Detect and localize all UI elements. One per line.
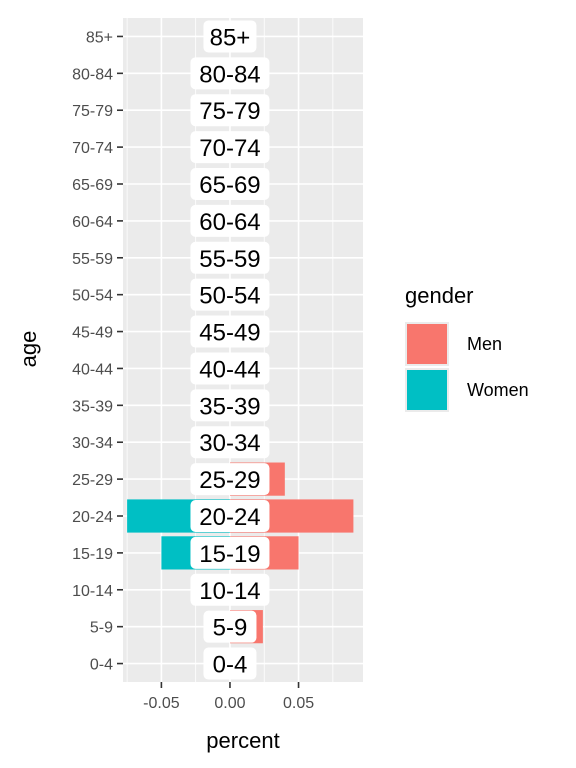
center-label: 50-54 — [199, 283, 260, 310]
y-tick-label: 15-19 — [72, 546, 113, 563]
y-tick-label: 40-44 — [72, 361, 113, 378]
y-tick-label: 45-49 — [72, 325, 113, 342]
center-label: 0-4 — [213, 652, 248, 679]
y-tick-label: 35-39 — [72, 398, 113, 415]
center-label: 70-74 — [199, 135, 260, 162]
center-label-box — [190, 241, 270, 274]
x-tick-label: -0.05 — [143, 695, 180, 712]
y-tick-label: 65-69 — [72, 177, 113, 194]
center-label-box — [190, 131, 270, 164]
y-tick-label: 80-84 — [72, 66, 113, 83]
legend-item-women: Women — [405, 367, 529, 413]
center-label: 15-19 — [199, 541, 260, 568]
center-label-box — [190, 168, 270, 200]
center-label-box — [190, 352, 270, 385]
center-label: 45-49 — [199, 320, 260, 347]
center-label-box — [203, 647, 257, 680]
center-label: 10-14 — [199, 578, 260, 605]
center-label: 25-29 — [199, 467, 260, 494]
y-tick-label: 85+ — [86, 29, 113, 46]
legend-label-men: Men — [467, 333, 503, 354]
center-label-box — [190, 204, 270, 237]
center-label-box — [203, 610, 257, 643]
legend-label-women: Women — [467, 379, 529, 400]
center-label: 5-9 — [213, 615, 248, 642]
center-label-box — [190, 57, 270, 90]
center-label: 35-39 — [199, 393, 260, 420]
y-tick-label: 50-54 — [72, 288, 113, 305]
y-tick-label: 5-9 — [90, 620, 113, 637]
legend-title: gender — [405, 283, 474, 308]
center-label-box — [203, 20, 257, 53]
center-label-box — [190, 278, 270, 311]
center-label-box — [190, 315, 270, 348]
legend: gender Men Women — [405, 283, 529, 413]
center-label: 85+ — [210, 24, 251, 51]
x-axis-title: percent — [206, 728, 279, 753]
y-tick-label: 30-34 — [72, 435, 113, 452]
center-label-box — [190, 573, 270, 606]
legend-swatch-men — [405, 322, 449, 366]
y-tick-label: 55-59 — [72, 251, 113, 268]
center-label-box — [190, 536, 270, 569]
center-label: 60-64 — [199, 209, 260, 236]
y-tick-label: 0-4 — [90, 657, 113, 674]
y-tick-label: 10-14 — [72, 583, 113, 600]
y-tick-label: 70-74 — [72, 140, 113, 157]
center-label: 30-34 — [199, 430, 260, 457]
center-label-box — [190, 94, 270, 127]
plot-panel — [123, 18, 363, 682]
y-axis-title: age — [16, 331, 41, 368]
center-label: 40-44 — [199, 356, 260, 383]
y-tick-label: 75-79 — [72, 103, 113, 120]
x-tick-label: 0.00 — [214, 695, 245, 712]
legend-item-men: Men — [405, 321, 529, 367]
center-label: 55-59 — [199, 246, 260, 273]
center-label-box — [190, 426, 270, 459]
y-tick-label: 25-29 — [72, 472, 113, 489]
legend-swatch-women — [405, 368, 449, 412]
center-label-box — [190, 389, 270, 422]
x-tick-label: 0.05 — [283, 695, 314, 712]
center-label: 65-69 — [199, 172, 260, 199]
y-tick-label: 20-24 — [72, 509, 113, 526]
center-label-box — [190, 500, 270, 532]
center-label-box — [190, 463, 270, 496]
center-label: 80-84 — [199, 61, 260, 88]
center-label: 75-79 — [199, 98, 260, 125]
center-label: 20-24 — [199, 504, 260, 531]
y-tick-label: 60-64 — [72, 214, 113, 231]
